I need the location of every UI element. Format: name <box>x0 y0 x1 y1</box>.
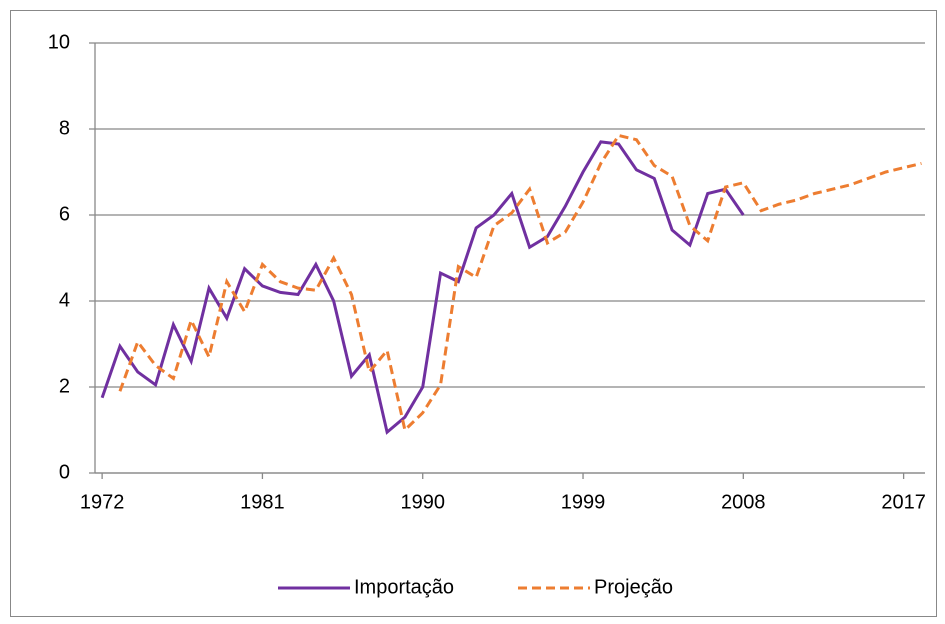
y-tick-label: 8 <box>59 117 70 139</box>
chart-border <box>10 10 937 617</box>
x-tick-label: 2017 <box>881 491 926 513</box>
x-tick-label: 2008 <box>721 491 766 513</box>
y-tick-label: 10 <box>48 31 70 53</box>
x-tick-label: 1972 <box>80 491 125 513</box>
x-tick-label: 1999 <box>561 491 606 513</box>
x-tick-label: 1990 <box>400 491 445 513</box>
y-tick-label: 2 <box>59 375 70 397</box>
legend-label: Importação <box>354 576 454 598</box>
legend-label: Projeção <box>594 576 673 598</box>
y-tick-label: 4 <box>59 289 70 311</box>
line-series <box>118 133 922 433</box>
y-tick-label: 0 <box>59 461 70 483</box>
x-tick-label: 1981 <box>240 491 285 513</box>
line-series <box>100 140 745 435</box>
y-tick-label: 6 <box>59 203 70 225</box>
